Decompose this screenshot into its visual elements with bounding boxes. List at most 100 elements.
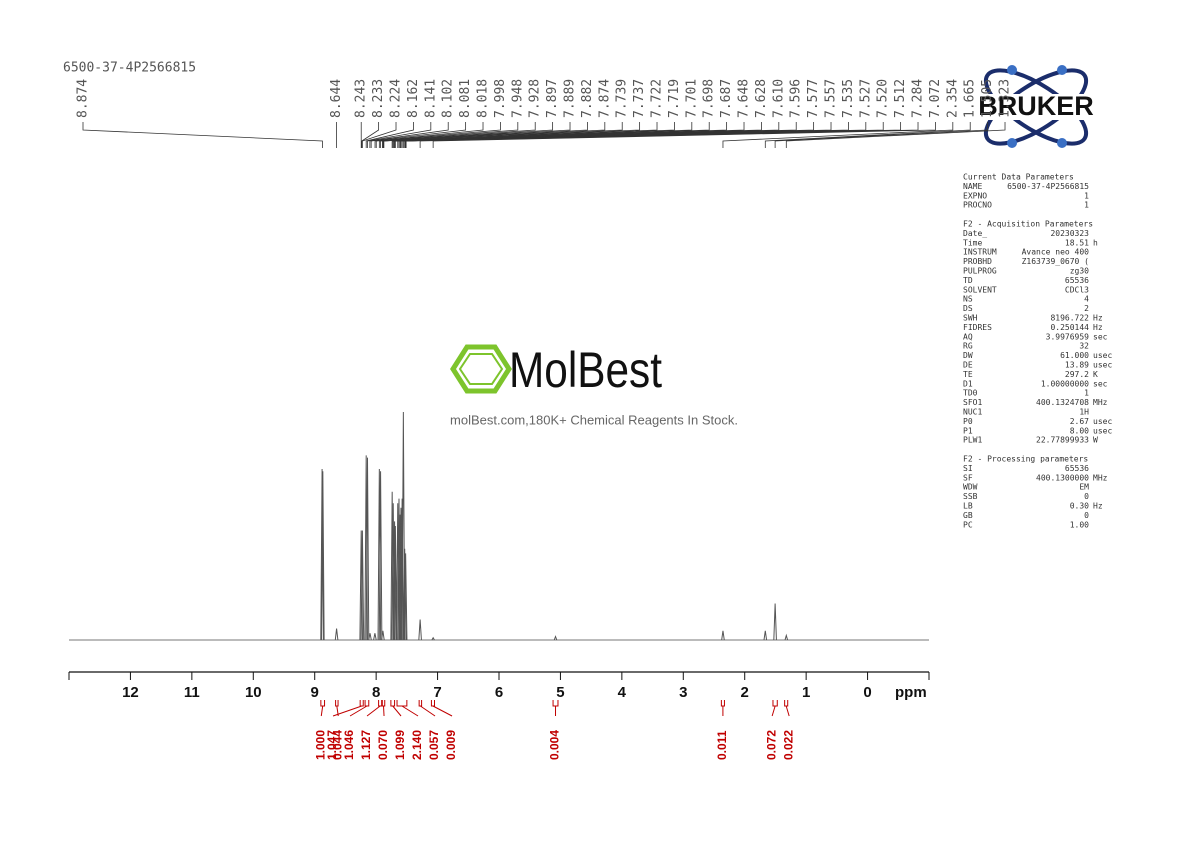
- param-key: SWH: [963, 314, 978, 323]
- param-key: NAME: [963, 182, 982, 191]
- integral-bracket: [430, 700, 453, 717]
- param-value: 1: [1084, 389, 1089, 398]
- peak-label: 7.610: [771, 79, 786, 118]
- param-key: INSTRUM: [963, 248, 997, 257]
- peak-connector: [383, 122, 606, 148]
- param-unit: sec: [1093, 332, 1108, 341]
- integral-label: 0.022: [781, 730, 795, 760]
- peak-label: 7.998: [493, 79, 508, 118]
- peak-label: 7.527: [858, 79, 873, 118]
- param-key: NS: [963, 295, 973, 304]
- x-tick-label: 9: [311, 684, 319, 701]
- peak-connector: [432, 122, 936, 148]
- integral-label: 0.072: [764, 730, 778, 760]
- param-unit: usec: [1093, 361, 1112, 370]
- x-tick-label: 4: [618, 684, 627, 701]
- peak-connector: [365, 122, 414, 148]
- param-key: Time: [963, 238, 982, 247]
- param-key: GB: [963, 511, 973, 520]
- param-key: AQ: [963, 332, 973, 341]
- peak-connector: [367, 122, 432, 148]
- param-key: Date_: [963, 229, 987, 238]
- param-unit: K: [1093, 370, 1098, 379]
- peak-label: 7.948: [510, 79, 525, 118]
- peak-label: 8.018: [476, 79, 491, 118]
- param-value: 3.9976959: [1046, 332, 1090, 341]
- peak-label: 8.644: [329, 79, 344, 118]
- param-value: 0: [1084, 511, 1089, 520]
- peak-connector: [785, 122, 1006, 148]
- param-value: 2: [1084, 304, 1089, 313]
- peak-label: 7.698: [702, 79, 717, 118]
- peak: [359, 530, 364, 641]
- peak-label: 7.557: [824, 79, 839, 118]
- param-unit: usec: [1093, 426, 1112, 435]
- param-value: 65536: [1065, 464, 1089, 473]
- param-key: SF: [963, 473, 973, 482]
- param-value: EM: [1079, 483, 1089, 492]
- peak: [393, 525, 398, 641]
- peak-label: 8.233: [371, 79, 386, 118]
- param-unit: usec: [1093, 417, 1112, 426]
- param-unit: Hz: [1093, 323, 1103, 332]
- peak-label: 7.897: [545, 79, 560, 118]
- param-key: D1: [963, 379, 973, 388]
- peak-label: 7.577: [806, 79, 821, 118]
- peak-label: 7.701: [684, 79, 699, 118]
- peak: [431, 636, 435, 641]
- peak-label: 8.874: [76, 79, 91, 118]
- param-value: 18.51: [1065, 238, 1089, 247]
- param-value: Z163739_0670 (: [1022, 257, 1089, 266]
- peak-label: 7.628: [754, 79, 769, 118]
- param-value: 0.250144: [1050, 323, 1089, 332]
- peak: [402, 548, 407, 641]
- integral-bracket: [349, 700, 370, 717]
- integral-label: 0.011: [715, 730, 729, 760]
- param-unit: usec: [1093, 351, 1112, 360]
- param-value: 1H: [1079, 408, 1089, 417]
- param-value: 1: [1084, 191, 1089, 200]
- param-value: 400.1300000: [1036, 473, 1089, 482]
- param-unit: W: [1093, 436, 1098, 445]
- integral-label: 0.057: [427, 730, 441, 760]
- peak-label: 8.162: [406, 79, 421, 118]
- param-key: SI: [963, 464, 973, 473]
- param-value: CDCl3: [1065, 285, 1089, 294]
- peak: [334, 628, 339, 641]
- param-key: PC: [963, 520, 973, 529]
- param-key: P0: [963, 417, 973, 426]
- param-key: DE: [963, 361, 973, 370]
- peak-label: 7.596: [789, 79, 804, 118]
- peak-label: 7.535: [841, 79, 856, 118]
- integral-label: 0.070: [376, 730, 390, 760]
- param-value: 32: [1079, 342, 1089, 351]
- x-tick-label: 11: [184, 684, 200, 701]
- param-unit: MHz: [1093, 398, 1108, 407]
- peak-label: 7.882: [580, 79, 595, 118]
- peak-connector: [382, 122, 571, 148]
- param-value: 0.30: [1070, 502, 1089, 511]
- param-unit: Hz: [1093, 314, 1103, 323]
- peak-label: 8.081: [458, 79, 473, 118]
- integral-label: 1.127: [359, 730, 373, 760]
- brand: MolBest: [509, 342, 662, 398]
- param-key: SSB: [963, 492, 978, 501]
- param-key: EXPNO: [963, 191, 987, 200]
- peak: [763, 630, 768, 641]
- param-value: 400.1324708: [1036, 398, 1089, 407]
- peak-label: 8.102: [441, 79, 456, 118]
- param-key: WDW: [963, 483, 978, 492]
- x-tick-label: 1: [802, 684, 810, 701]
- integral-label: 1.099: [393, 730, 407, 760]
- param-title: F2 - Processing parameters: [963, 455, 1088, 464]
- peak-connector: [82, 122, 323, 148]
- param-value: 61.000: [1060, 351, 1089, 360]
- param-key: TD0: [963, 389, 978, 398]
- integral-bracket: [332, 700, 364, 717]
- param-value: 13.89: [1065, 361, 1089, 370]
- peak-label: 7.928: [528, 79, 543, 118]
- param-value: 22.77899933: [1036, 436, 1089, 445]
- peak: [368, 633, 372, 641]
